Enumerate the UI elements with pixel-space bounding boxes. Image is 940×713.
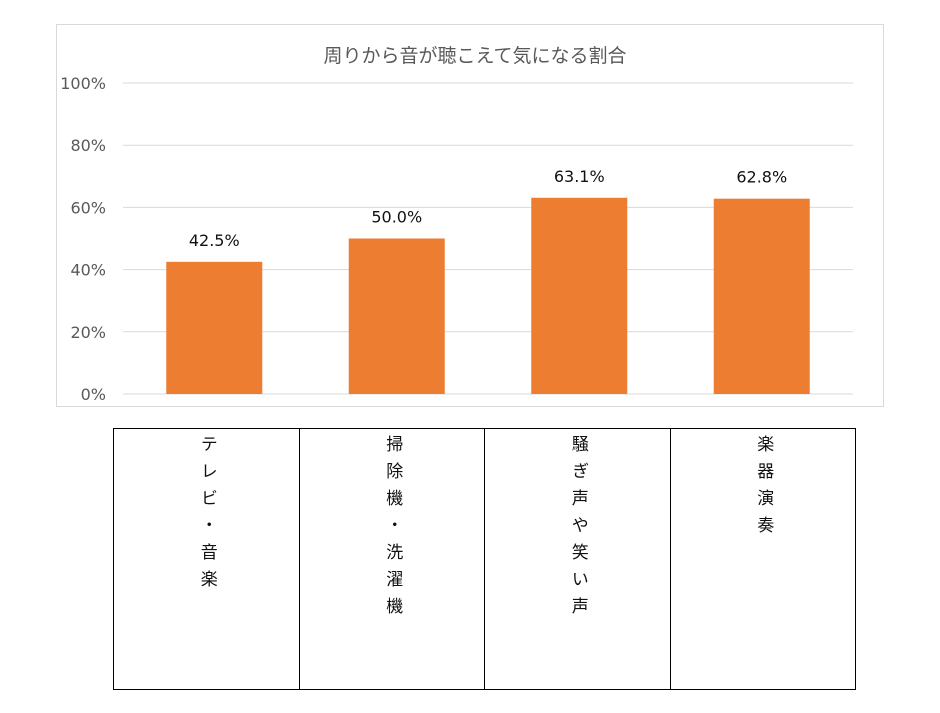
y-tick-label: 100% <box>60 74 106 93</box>
category-label: 楽器演奏 <box>753 435 774 543</box>
category-table: テレビ・音楽 掃除機・洗濯機 騒ぎ声や笑い声 楽器演奏 <box>113 428 856 690</box>
y-tick-label: 80% <box>70 136 106 155</box>
bar-3 <box>531 197 628 394</box>
bar-chart: 周りから音が聴こえて気になる割合 0% 20% 40% 60% 80% 100% 42.5%… <box>60 45 853 404</box>
bar-1 <box>166 261 263 394</box>
category-label: 掃除機・洗濯機 <box>382 435 403 624</box>
category-cell-2: 掃除機・洗濯機 <box>298 428 485 690</box>
data-label: 42.5% <box>189 231 240 250</box>
category-cell-1: テレビ・音楽 <box>113 428 300 690</box>
bar-4 <box>713 198 810 394</box>
bar-2 <box>348 238 445 394</box>
category-label: テレビ・音楽 <box>196 435 217 597</box>
data-label: 63.1% <box>554 167 605 186</box>
category-cell-4: 楽器演奏 <box>669 428 856 690</box>
category-label: 騒ぎ声や笑い声 <box>567 435 588 624</box>
category-cell-3: 騒ぎ声や笑い声 <box>484 428 671 690</box>
y-tick-label: 0% <box>81 385 106 404</box>
table-row: テレビ・音楽 掃除機・洗濯機 騒ぎ声や笑い声 楽器演奏 <box>113 428 856 690</box>
data-label: 50.0% <box>371 208 422 227</box>
chart-title: 周りから音が聴こえて気になる割合 <box>323 45 626 67</box>
y-tick-label: 20% <box>70 323 106 342</box>
data-label: 62.8% <box>736 168 787 187</box>
y-tick-label: 40% <box>70 261 106 280</box>
y-tick-label: 60% <box>70 198 106 217</box>
